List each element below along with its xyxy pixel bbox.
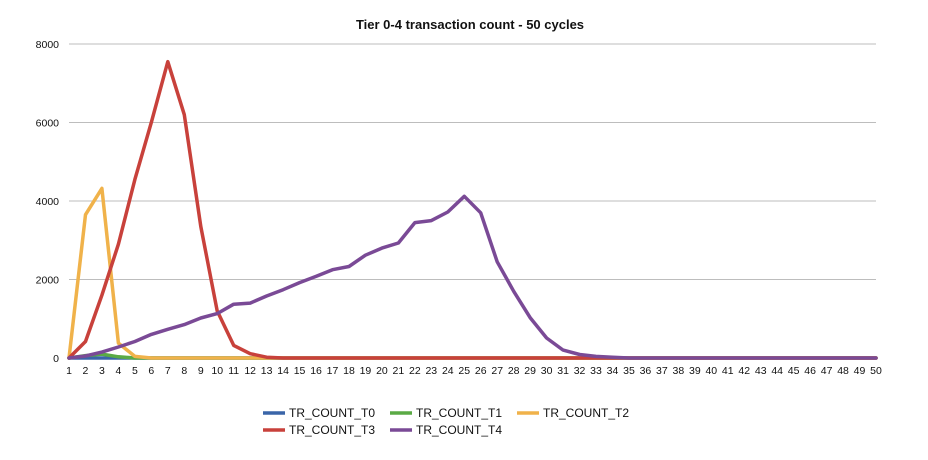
x-tick-label-34: 34 [607, 365, 619, 377]
x-tick-label-38: 38 [673, 365, 685, 377]
x-tick-label-18: 18 [343, 365, 355, 377]
x-axis-ticks: 1 2 3 4 5 6 7 8 9 10 11 12 13 14 15 16 17 18 19 20 21 22 23 24 2… [66, 365, 882, 377]
x-tick-label-42: 42 [738, 365, 750, 377]
x-tick-label-17: 17 [327, 365, 339, 377]
x-tick-label-13: 13 [261, 365, 273, 377]
x-tick-label-20: 20 [376, 365, 388, 377]
x-tick-label-50: 50 [870, 365, 882, 377]
x-tick-label-28: 28 [508, 365, 520, 377]
x-tick-label-45: 45 [788, 365, 800, 377]
x-tick-label-23: 23 [425, 365, 437, 377]
x-tick-label-7: 7 [165, 365, 171, 377]
x-tick-label-6: 6 [148, 365, 154, 377]
x-tick-label-19: 19 [360, 365, 372, 377]
y-tick-label-2000: 2000 [36, 275, 60, 287]
legend-label-tr-count-t2: TR_COUNT_T2 [543, 406, 629, 420]
x-tick-label-26: 26 [475, 365, 487, 377]
x-tick-label-21: 21 [393, 365, 405, 377]
x-tick-label-16: 16 [310, 365, 322, 377]
x-tick-label-27: 27 [491, 365, 503, 377]
x-tick-label-22: 22 [409, 365, 421, 377]
x-tick-label-2: 2 [83, 365, 89, 377]
series-lines [67, 59, 878, 360]
x-tick-label-31: 31 [557, 365, 569, 377]
x-tick-label-25: 25 [458, 365, 470, 377]
legend-label-tr-count-t3: TR_COUNT_T3 [289, 423, 375, 437]
x-tick-label-29: 29 [524, 365, 536, 377]
x-tick-label-40: 40 [705, 365, 717, 377]
legend: TR_COUNT_T0 TR_COUNT_T1 TR_COUNT_T2 TR_COUN… [263, 406, 629, 437]
y-tick-label-6000: 6000 [36, 118, 60, 130]
x-tick-label-49: 49 [854, 365, 866, 377]
x-tick-label-32: 32 [574, 365, 586, 377]
x-tick-label-11: 11 [228, 365, 239, 377]
grid-lines [69, 43, 876, 359]
x-tick-label-36: 36 [640, 365, 652, 377]
x-tick-label-39: 39 [689, 365, 701, 377]
x-tick-label-4: 4 [115, 365, 121, 377]
x-tick-label-43: 43 [755, 365, 767, 377]
x-tick-label-3: 3 [99, 365, 105, 377]
x-tick-label-14: 14 [277, 365, 289, 377]
series-line-tr-count-t3 [67, 59, 878, 360]
x-tick-label-1: 1 [66, 365, 72, 377]
x-tick-label-35: 35 [623, 365, 635, 377]
y-tick-label-8000: 8000 [36, 39, 60, 51]
series-line-tr-count-t4 [67, 194, 878, 360]
legend-label-tr-count-t0: TR_COUNT_T0 [289, 406, 375, 420]
y-tick-label-4000: 4000 [36, 196, 60, 208]
x-tick-label-48: 48 [837, 365, 849, 377]
chart-title: Tier 0-4 transaction count - 50 cycles [356, 17, 584, 32]
x-tick-label-12: 12 [244, 365, 256, 377]
x-tick-label-46: 46 [804, 365, 816, 377]
legend-label-tr-count-t4: TR_COUNT_T4 [416, 423, 502, 437]
series-line-tr-count-t2 [67, 186, 878, 360]
x-tick-label-8: 8 [181, 365, 187, 377]
x-tick-label-24: 24 [442, 365, 454, 377]
x-tick-label-15: 15 [294, 365, 306, 377]
x-tick-label-33: 33 [590, 365, 602, 377]
x-tick-label-10: 10 [211, 365, 223, 377]
x-tick-label-9: 9 [198, 365, 204, 377]
x-tick-label-30: 30 [541, 365, 553, 377]
x-tick-label-47: 47 [821, 365, 833, 377]
x-tick-label-37: 37 [656, 365, 668, 377]
x-tick-label-44: 44 [771, 365, 783, 377]
y-tick-label-0: 0 [53, 353, 59, 365]
legend-label-tr-count-t1: TR_COUNT_T1 [416, 406, 502, 420]
y-axis-ticks: 0 2000 4000 6000 8000 [36, 39, 60, 365]
x-tick-label-5: 5 [132, 365, 138, 377]
x-tick-label-41: 41 [722, 365, 734, 377]
